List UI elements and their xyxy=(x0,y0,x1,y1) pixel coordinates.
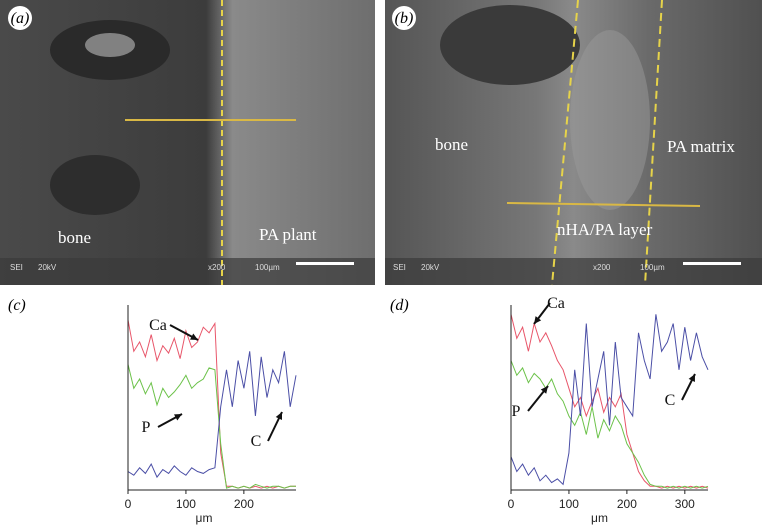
arrow-head xyxy=(174,414,182,421)
annotation: C xyxy=(665,392,676,409)
x-axis-label: μm xyxy=(591,511,608,525)
arrow-head xyxy=(190,333,198,340)
data-line xyxy=(127,319,296,489)
panel-label: (d) xyxy=(390,297,409,314)
region-label: PA matrix xyxy=(667,137,735,156)
x-tick-label: 100 xyxy=(559,497,579,511)
x-axis-label: μm xyxy=(196,511,213,525)
arrow-head xyxy=(534,316,542,324)
region-label: bone xyxy=(435,135,468,154)
annotation: Ca xyxy=(547,295,565,312)
label-bg xyxy=(8,6,32,30)
label-bg xyxy=(392,6,416,30)
x-tick-label: 200 xyxy=(617,497,637,511)
sem-footer: SEI xyxy=(10,263,23,272)
data-line xyxy=(510,360,709,489)
scale-bar xyxy=(296,262,354,265)
sem-footer: 100µm xyxy=(255,263,280,272)
x-tick-label: 0 xyxy=(125,497,132,511)
data-line xyxy=(127,351,297,479)
x-tick-label: 300 xyxy=(675,497,695,511)
scan-line xyxy=(506,202,701,207)
data-line xyxy=(510,314,709,489)
annotation: Ca xyxy=(149,317,167,334)
boundary xyxy=(551,0,579,286)
sem-footer: 20kV xyxy=(421,263,440,272)
x-tick-label: 100 xyxy=(176,497,196,511)
x-tick-label: 0 xyxy=(508,497,515,511)
x-tick-label: 200 xyxy=(234,497,254,511)
sem-footer: 20kV xyxy=(38,263,57,272)
data-line xyxy=(127,364,296,489)
texture xyxy=(85,33,135,57)
texture xyxy=(570,30,650,210)
scale-bar xyxy=(683,262,741,265)
arrow-head xyxy=(540,386,548,394)
sem-footer: x200 xyxy=(593,263,611,272)
annotation: P xyxy=(512,403,521,420)
region-label: nHA/PA layer xyxy=(557,220,653,239)
sem-footer: 100µm xyxy=(640,263,665,272)
texture xyxy=(440,5,580,85)
annotation: C xyxy=(251,433,262,450)
annotation: P xyxy=(142,419,151,436)
panel-label: (b) xyxy=(395,10,414,27)
arrow-head xyxy=(275,412,283,420)
sem-footer: x200 xyxy=(208,263,226,272)
sem-footer: SEI xyxy=(393,263,406,272)
data-line xyxy=(510,314,709,486)
region-label: bone xyxy=(58,228,91,247)
boundary xyxy=(644,0,663,286)
arrow-head xyxy=(688,374,695,382)
texture xyxy=(50,155,140,215)
region-label: PA plant xyxy=(259,225,317,244)
panel-label: (c) xyxy=(8,297,26,314)
panel-label: (a) xyxy=(11,10,30,27)
